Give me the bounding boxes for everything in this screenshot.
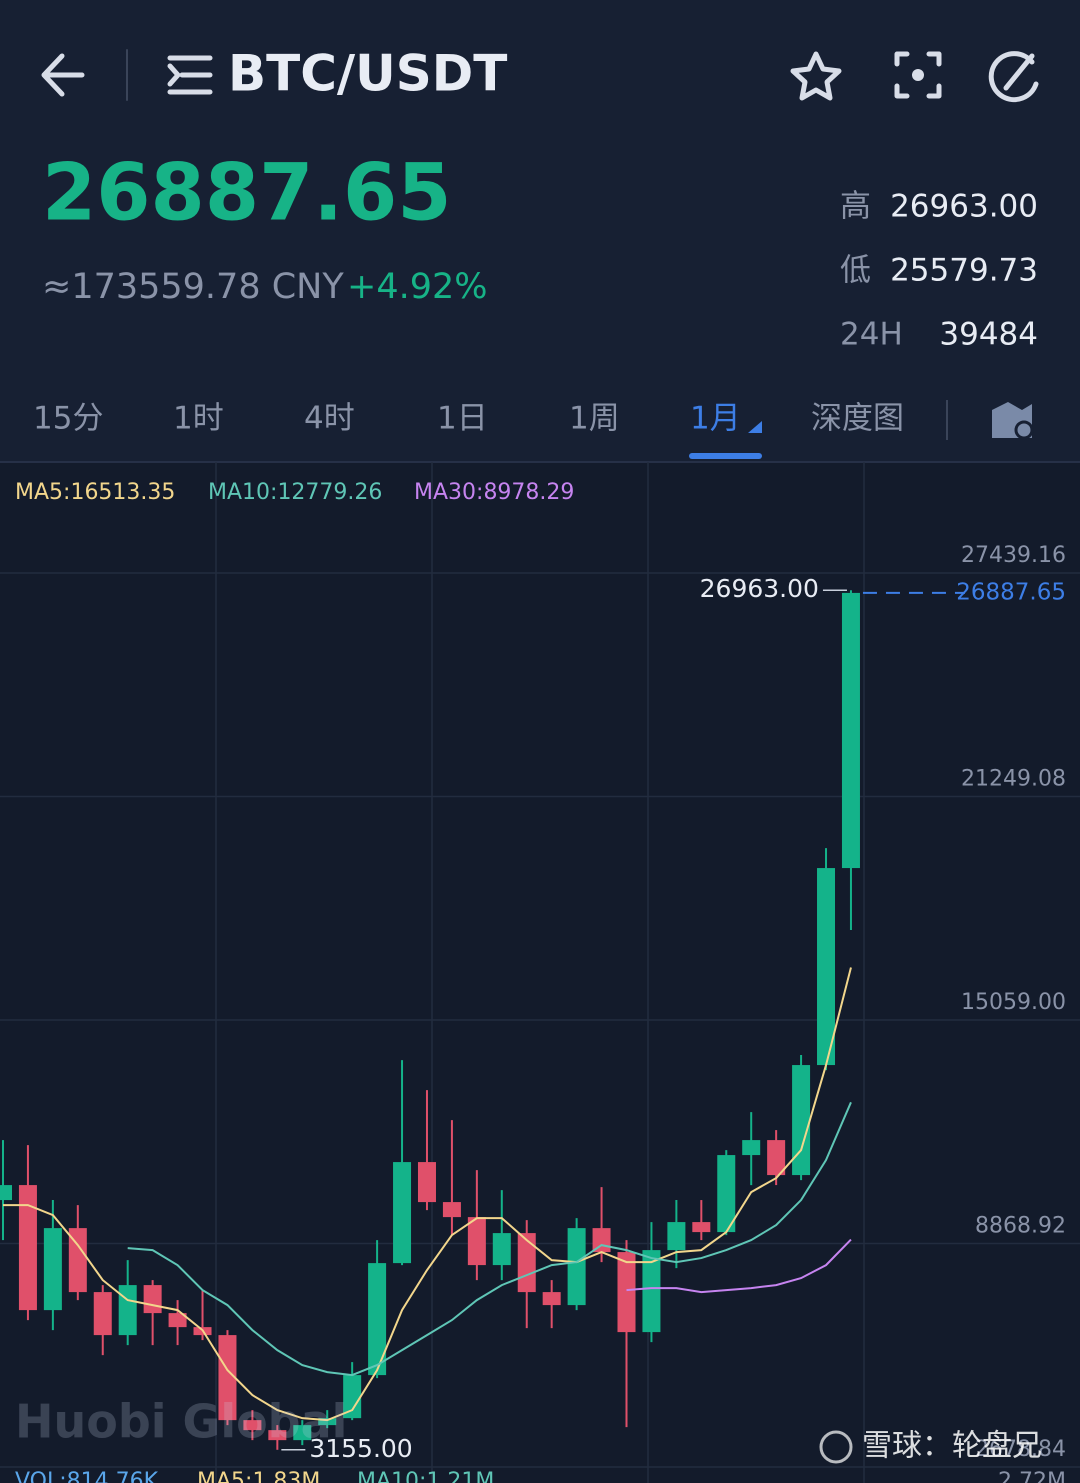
y-tick-label: 21249.08 bbox=[961, 767, 1066, 792]
low-marker-label: 3155.00 bbox=[309, 1434, 412, 1463]
y-tick-label: 15059.00 bbox=[961, 990, 1066, 1015]
moving-average-line bbox=[626, 1238, 852, 1294]
favorite-button[interactable] bbox=[790, 51, 842, 101]
timeframe-tab[interactable]: 4时 bbox=[304, 401, 355, 437]
candle-body bbox=[642, 1250, 661, 1333]
pair-title: BTC/USDT bbox=[228, 45, 507, 103]
last-price: 26887.65 bbox=[42, 148, 452, 238]
stat-value: 39484 bbox=[939, 317, 1038, 353]
candle-body bbox=[268, 1430, 287, 1441]
moving-average-line bbox=[127, 1101, 852, 1377]
moving-average-line bbox=[3, 967, 852, 1422]
header-bg bbox=[0, 0, 1080, 462]
volume-legend: MA5:1.83M bbox=[197, 1469, 320, 1483]
candle-body bbox=[343, 1375, 362, 1419]
timeframe-tab[interactable]: 1日 bbox=[437, 401, 488, 437]
candle-body bbox=[841, 592, 860, 869]
candle-body bbox=[118, 1285, 137, 1336]
candle-body bbox=[318, 1418, 337, 1426]
candle-body bbox=[293, 1425, 312, 1441]
watermark: Huobi Global bbox=[15, 1395, 347, 1449]
timeframe-tab[interactable]: 1周 bbox=[569, 401, 620, 437]
y-tick-label: 8868.92 bbox=[975, 1214, 1066, 1239]
volume-axis-label: 2.72M bbox=[998, 1469, 1066, 1483]
candle-body bbox=[692, 1222, 711, 1233]
legend-entry: MA30:8978.29 bbox=[414, 480, 574, 505]
candle-body bbox=[492, 1233, 511, 1266]
volume-legend: MA10:1.21M bbox=[357, 1469, 494, 1483]
candle-body bbox=[143, 1285, 162, 1314]
stat-label: 低 bbox=[840, 253, 871, 289]
candle-body bbox=[467, 1217, 486, 1266]
candle-body bbox=[792, 1065, 811, 1176]
active-tab-indicator bbox=[689, 453, 762, 459]
candle-body bbox=[817, 868, 836, 1066]
back-button[interactable] bbox=[41, 53, 85, 97]
candle-body bbox=[393, 1162, 412, 1264]
scan-button[interactable] bbox=[894, 51, 942, 99]
timeframe-tab[interactable]: 1月 bbox=[690, 401, 741, 437]
candle-body bbox=[417, 1162, 436, 1203]
y-tick-label: 27439.16 bbox=[961, 543, 1066, 568]
logo bbox=[819, 1430, 853, 1464]
candle-body bbox=[18, 1185, 37, 1311]
refresh-button[interactable] bbox=[988, 51, 1039, 103]
candle-body bbox=[667, 1222, 686, 1251]
candle-body bbox=[567, 1228, 586, 1306]
scan-dot bbox=[912, 69, 924, 81]
candle-body bbox=[767, 1140, 786, 1176]
candle-body bbox=[717, 1155, 736, 1233]
chart-bg bbox=[0, 462, 1080, 1483]
candle-body bbox=[742, 1140, 761, 1156]
watermark: 雪球：轮盘兄 bbox=[862, 1429, 1042, 1464]
change-percent: +4.92% bbox=[347, 267, 488, 307]
stat-label: 24H bbox=[840, 317, 903, 353]
candle-body bbox=[0, 1185, 12, 1201]
timeframe-tab[interactable]: 15分 bbox=[33, 401, 103, 437]
candle-body bbox=[617, 1252, 636, 1333]
candle-body bbox=[442, 1202, 461, 1218]
candle-body bbox=[368, 1263, 387, 1376]
menu-button[interactable] bbox=[167, 55, 213, 95]
candle-body bbox=[517, 1233, 536, 1293]
stat-label: 高 bbox=[840, 189, 871, 225]
candle-body bbox=[43, 1228, 62, 1311]
volume-legend: VOL:814.76K bbox=[15, 1469, 159, 1483]
stat-value: 26963.00 bbox=[890, 189, 1038, 225]
candle-body bbox=[243, 1420, 262, 1431]
y-tick-label: 2678.84 bbox=[975, 1437, 1066, 1462]
tab-dropdown[interactable] bbox=[748, 421, 762, 433]
legend-entry: MA10:12779.26 bbox=[208, 480, 382, 505]
high-marker-label: 26963.00 bbox=[700, 574, 819, 603]
candle-body bbox=[218, 1335, 237, 1421]
chart-settings-button[interactable] bbox=[992, 402, 1034, 440]
candle-body bbox=[93, 1292, 112, 1336]
legend-entry: MA5:16513.35 bbox=[15, 480, 175, 505]
last-price-label: 26887.65 bbox=[956, 579, 1066, 605]
candle-body bbox=[542, 1292, 561, 1306]
timeframe-tab[interactable]: 深度图 bbox=[811, 401, 904, 437]
cny-price: ≈173559.78 CNY bbox=[42, 267, 344, 307]
timeframe-tab[interactable]: 1时 bbox=[173, 401, 224, 437]
stat-value: 25579.73 bbox=[890, 253, 1038, 289]
candle-body bbox=[68, 1228, 87, 1293]
candle-body bbox=[168, 1313, 187, 1328]
